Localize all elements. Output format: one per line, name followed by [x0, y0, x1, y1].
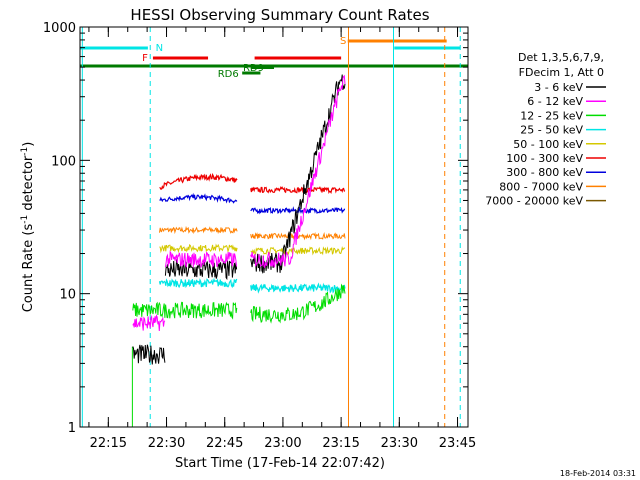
x-axis: 22:15 22:30 22:45 23:00 23:15 23:30 23:45	[88, 27, 476, 451]
series-12-25-kev	[250, 283, 346, 324]
legend-label: 300 - 800 keV	[506, 166, 583, 179]
legend-label: 7000 - 20000 keV	[485, 195, 583, 208]
boundary-lines	[81, 27, 461, 427]
y-tick-label: 10	[59, 288, 76, 303]
series-50-100-kev	[250, 246, 346, 256]
legend: Det 1,3,5,6,7,9, FDecim 1, Att 0 3 - 6 k…	[485, 51, 606, 208]
x-tick-label: 23:30	[381, 436, 418, 451]
legend-label: 800 - 7000 keV	[499, 180, 583, 193]
series-100-300-kev	[159, 172, 238, 190]
x-axis-label: Start Time (17-Feb-14 22:07:42)	[175, 456, 385, 471]
legend-label: 25 - 50 keV	[520, 124, 583, 137]
timestamp: 18-Feb-2014 03:31	[560, 469, 636, 478]
x-tick-label: 22:30	[148, 436, 185, 451]
series-50-100-kev	[159, 243, 238, 254]
x-tick-label: 22:15	[90, 436, 127, 451]
legend-header-line-1: Det 1,3,5,6,7,9,	[518, 51, 604, 64]
series-800-7000-kev	[159, 225, 238, 235]
series-3-6-kev	[250, 74, 346, 275]
series-25-50-kev	[250, 282, 346, 294]
y-axis: 1 10 100 1000	[43, 21, 468, 436]
x-tick-label: 23:15	[322, 436, 359, 451]
legend-label: 12 - 25 keV	[520, 109, 583, 122]
y-axis-label: Count Rate (s-1 detector-1)	[20, 142, 36, 313]
flag-label-rd9: RD9	[243, 63, 264, 74]
chart-title: HESSI Observing Summary Count Rates	[130, 6, 429, 24]
series-12-25-kev	[132, 301, 238, 320]
plot-frame	[79, 26, 469, 428]
series-6-12-kev	[250, 74, 346, 269]
series-25-50-kev	[158, 277, 238, 289]
legend-label: 50 - 100 keV	[513, 138, 583, 151]
y-tick-label: 100	[51, 154, 76, 169]
series-100-300-kev	[250, 185, 346, 195]
legend-label: 100 - 300 keV	[506, 152, 583, 165]
flag-label-n: N	[156, 43, 163, 54]
legend-label: 3 - 6 keV	[534, 81, 583, 94]
flag-label-f: F	[142, 53, 148, 64]
plot-area: NF S RD6 RD9	[80, 27, 468, 427]
y-tick-label: 1000	[43, 21, 76, 36]
flag-bars	[80, 39, 468, 75]
flag-label-s: S	[340, 36, 346, 47]
series-6-12-kev	[164, 250, 238, 268]
x-tick-label: 22:45	[206, 436, 243, 451]
series-300-800-kev	[159, 192, 238, 204]
legend-label: 6 - 12 keV	[527, 95, 583, 108]
y-tick-label: 1	[68, 421, 76, 436]
x-tick-label: 23:45	[439, 436, 476, 451]
x-tick-label: 23:00	[264, 436, 301, 451]
flag-label-rd6: RD6	[218, 69, 239, 80]
series-6-12-kev	[132, 314, 166, 332]
legend-header-line-2: FDecim 1, Att 0	[519, 66, 604, 79]
series-3-6-kev	[132, 344, 166, 365]
